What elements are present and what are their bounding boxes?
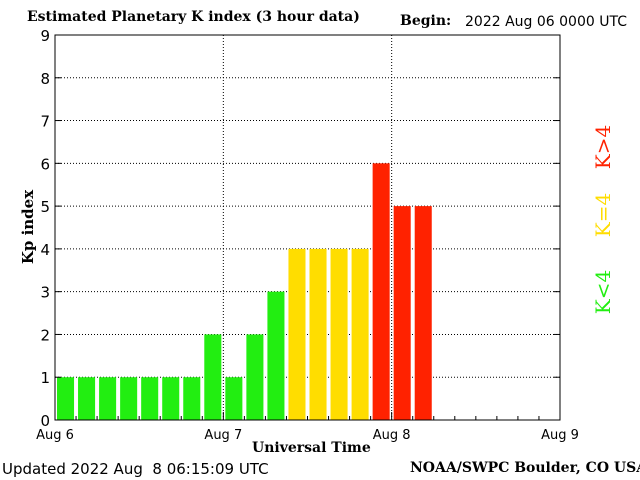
bar — [225, 377, 243, 420]
y-tick-labels: 0 1 2 3 4 5 6 7 8 9 — [40, 27, 50, 430]
y-tick-label: 0 — [40, 412, 50, 430]
x-tick-label: Aug 7 — [204, 428, 242, 443]
y-tick-label: 1 — [40, 369, 50, 387]
y-axis-label: Kp index — [19, 189, 37, 265]
bar — [288, 248, 306, 420]
bars-group — [57, 163, 432, 421]
y-tick-label: 4 — [40, 241, 50, 259]
y-tick-label: 8 — [40, 70, 50, 88]
y-tick-label: 9 — [40, 27, 50, 45]
bar — [57, 377, 75, 420]
y-tick-label: 5 — [40, 198, 50, 216]
x-axis-label: Universal Time — [252, 440, 371, 456]
source-credit: NOAA/SWPC Boulder, CO USA — [410, 460, 640, 476]
bar — [309, 248, 327, 420]
updated-timestamp: Updated 2022 Aug 8 06:15:09 UTC — [2, 460, 269, 478]
x-tick-label: Aug 6 — [36, 428, 74, 443]
bar — [99, 377, 117, 420]
bar — [78, 377, 96, 420]
tick-marks — [54, 34, 560, 421]
x-tick-label: Aug 9 — [541, 428, 579, 443]
y-tick-label: 2 — [40, 326, 50, 344]
x-tick-labels: Aug 6 Aug 7 Aug 8 Aug 9 — [36, 428, 579, 443]
legend-low: K<4 — [591, 269, 615, 315]
y-tick-label: 3 — [40, 284, 50, 302]
grid-lines — [55, 35, 560, 420]
bar — [267, 291, 285, 420]
chart-title: Estimated Planetary K index (3 hour data… — [27, 9, 360, 25]
y-tick-label: 7 — [40, 113, 50, 131]
begin-label: Begin: — [400, 13, 452, 29]
bar — [204, 334, 222, 420]
bar — [183, 377, 201, 420]
bar — [372, 163, 390, 421]
legend-high: K>4 — [591, 124, 615, 170]
bar — [393, 206, 411, 420]
begin-value: 2022 Aug 06 0000 UTC — [465, 14, 627, 30]
plot-frame — [54, 34, 561, 421]
bar — [351, 248, 369, 420]
bar — [120, 377, 138, 420]
bar — [141, 377, 159, 420]
bar — [414, 206, 432, 420]
x-tick-label: Aug 8 — [373, 428, 411, 443]
bar — [330, 248, 348, 420]
legend-equal: K=4 — [591, 192, 615, 238]
y-tick-label: 6 — [40, 155, 50, 173]
bar — [246, 334, 264, 420]
bar — [162, 377, 180, 420]
